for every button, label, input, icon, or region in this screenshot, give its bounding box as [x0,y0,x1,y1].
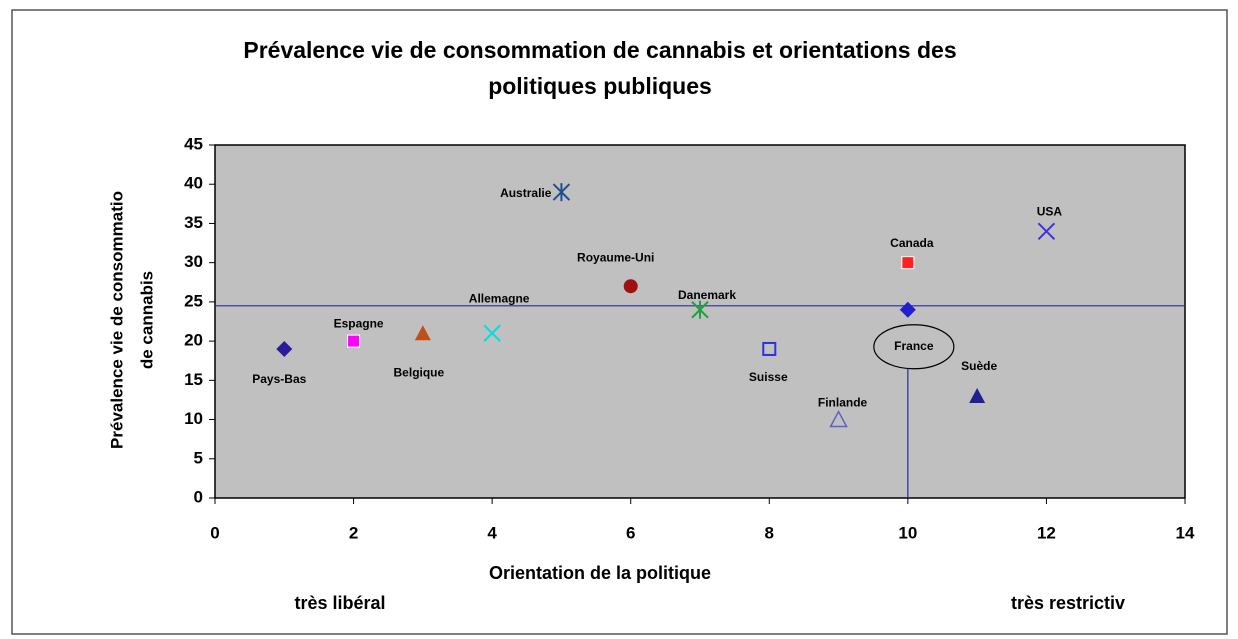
label-ellipse [873,324,955,370]
y-tick-label: 10 [184,409,203,428]
y-tick-label: 20 [184,331,203,350]
marker [762,341,777,356]
x-axis-label: Orientation de la politique [489,563,711,583]
point [1037,222,1056,240]
point [969,388,986,404]
point [829,409,848,428]
x-tick-label: 10 [898,523,917,542]
x-tick-label: 12 [1037,523,1056,542]
y-tick-label: 35 [184,213,203,232]
y-tick-label: 5 [194,448,203,467]
point-label: USA [1037,204,1063,218]
marker [899,301,916,318]
point-label: Suède [961,359,997,373]
marker [414,325,431,341]
marker [347,334,361,348]
marker [829,409,848,428]
point-label: Australie [500,186,552,200]
point-label: France [894,339,934,353]
point [762,341,777,356]
point-label: Canada [890,236,934,250]
marker [969,388,986,404]
x-tick-label: 4 [487,523,497,542]
y-tick-label: 40 [184,174,203,193]
x-tick-label: 14 [1176,523,1195,542]
point-label: Allemagne [469,291,530,305]
marker [552,183,571,202]
point [899,301,916,318]
point [691,300,709,319]
point-label: Belgique [394,365,445,379]
y-tick-label: 0 [194,487,203,506]
point-label: Royaume-Uni [577,250,654,264]
annotation: très restrictiv [1011,593,1125,613]
point [414,325,431,341]
point-label: Espagne [334,316,384,330]
marker [691,300,709,319]
point [901,256,915,270]
x-tick-label: 8 [765,523,774,542]
y-tick-label: 30 [184,252,203,271]
y-tick-label: 25 [184,291,203,310]
point [347,334,361,348]
point [483,324,501,342]
point-label: Finlande [818,396,868,410]
marker [1037,222,1056,240]
x-tick-label: 6 [626,523,635,542]
marker [901,256,915,270]
marker [483,324,501,342]
y-tick-label: 45 [184,134,203,153]
point-label: Suisse [749,370,788,384]
point-label: Pays-Bas [252,372,306,386]
chart-title: Prévalence vie de consommation de cannab… [243,37,956,63]
marker [623,279,638,294]
point [276,340,293,357]
x-tick-label: 0 [210,523,219,542]
marker [276,340,293,357]
y-axis-label: Prévalence vie de consommatio [107,191,126,449]
y-tick-label: 15 [184,370,203,389]
plot-area [214,144,1186,499]
point-label: Danemark [678,288,736,302]
x-tick-label: 2 [349,523,358,542]
point [623,279,638,294]
annotation: très libéral [294,593,385,613]
chart-title: politiques publiques [488,73,712,99]
y-axis-label: de cannabis [137,271,156,369]
point [552,183,571,202]
